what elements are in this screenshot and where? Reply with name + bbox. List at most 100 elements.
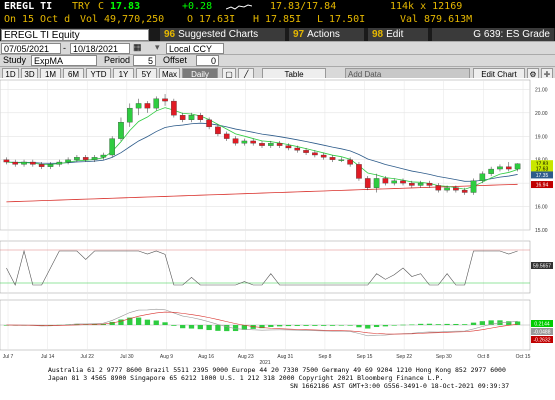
x-tick-label: Oct 15 [516, 354, 531, 360]
macd-line [6, 308, 518, 337]
macd-histogram-bar [135, 317, 142, 325]
macd-histogram-bar [268, 325, 274, 327]
macd-histogram-bar [373, 325, 380, 328]
open-label: O [187, 14, 194, 25]
macd-histogram-bar [391, 325, 397, 326]
oscillator-badge [531, 262, 553, 269]
end-date-input[interactable]: 10/18/2021 [70, 43, 130, 54]
low-price: 17.50I [329, 14, 366, 25]
macd-histogram-bar [74, 323, 80, 325]
x-tick-label: Jul 14 [41, 354, 55, 360]
actions-label: Actions [307, 29, 340, 40]
candle-body [514, 163, 521, 170]
candle-body [453, 187, 459, 191]
candle-body [21, 161, 27, 165]
val-label: Val [400, 14, 419, 25]
candle-body [356, 164, 362, 179]
candle-body [479, 173, 486, 181]
ticker-symbol: EREGL TI [4, 1, 53, 12]
period-label: Period [104, 55, 131, 65]
macd-badge [531, 320, 553, 327]
x-tick-label: Aug 9 [160, 354, 173, 360]
macd-histogram-bar [479, 321, 485, 325]
start-date-input[interactable]: 07/05/2021 [1, 43, 61, 54]
price-badge-label: 16.94 [536, 183, 549, 189]
macd-histogram-bar [356, 325, 362, 328]
candle-body [171, 100, 177, 116]
footer-line-2: Japan 81 3 4565 8900 Singapore 65 6212 1… [48, 374, 444, 382]
candlesticks [3, 94, 521, 195]
x-tick-label: Aug 23 [238, 354, 254, 360]
oscillator-series [6, 249, 518, 286]
candle-body [444, 187, 450, 191]
x-tick-label: Oct 8 [477, 354, 489, 360]
currency-select[interactable]: Local CCY [166, 43, 224, 54]
suggested-charts-button[interactable]: 96 Suggested Charts [160, 28, 285, 41]
quote-date: 15 Oct d [22, 14, 71, 25]
macd-histogram-bar [409, 324, 415, 326]
price-change: +0.28 [182, 1, 213, 12]
candle-body [497, 166, 503, 170]
x-tick-label: Sep 22 [396, 354, 412, 360]
macd-histogram-bar [241, 325, 248, 330]
study-select[interactable]: ExpMA [31, 55, 97, 66]
candle-body [382, 178, 389, 184]
period-input[interactable]: 5 [133, 55, 156, 66]
ticker-currency: TRY [72, 1, 91, 12]
x-tick-label: Aug 31 [277, 354, 293, 360]
candle-body [259, 143, 265, 146]
candle-body [3, 159, 10, 163]
actions-button[interactable]: 97 Actions [289, 28, 364, 41]
macd-histogram-bar [188, 325, 195, 329]
chart-id: G 639: ES Grade [432, 28, 554, 41]
candle-body [276, 143, 283, 146]
suggested-charts-number: 96 [164, 29, 176, 40]
edit-number: 98 [372, 29, 384, 40]
candle-body [435, 185, 442, 191]
candle-body [312, 152, 318, 156]
x-tick-label: Sep 8 [318, 354, 331, 360]
period-dropdown-icon[interactable]: ▾ [155, 42, 160, 52]
macd-histogram-bar [144, 319, 151, 325]
price-badge-label: 17.83 [536, 162, 549, 168]
ticker-bar: EREGL TI TRY C 17.83 +0.28 17.83/17.84 1… [0, 0, 555, 28]
signal-line [6, 311, 518, 335]
suggested-charts-label: Suggested Charts [178, 29, 259, 40]
candle-body [461, 190, 468, 193]
candle-body [12, 161, 19, 165]
calendar-icon[interactable]: ▦ [133, 42, 142, 52]
function-toolbar: EREGL TI Equity 96 Suggested Charts 97 Act… [0, 28, 555, 42]
candle-body [30, 161, 36, 165]
candle-body [206, 119, 212, 128]
price-badge-label: 17.35 [536, 173, 549, 179]
macd-histogram-bar [162, 322, 168, 325]
offset-input[interactable]: 0 [196, 55, 219, 66]
candle-body [470, 180, 477, 193]
security-input[interactable]: EREGL TI Equity [1, 29, 149, 41]
candle-body [82, 157, 89, 160]
candle-body [144, 103, 151, 109]
x-tick-label: Sep 30 [436, 354, 452, 360]
bid-ask: 17.83/17.84 [270, 1, 337, 12]
oscillator-line [0, 249, 530, 286]
oscillator-badge-label: 59.5657 [533, 264, 551, 270]
candle-body [56, 161, 63, 165]
candle-body [162, 98, 168, 102]
candle-body [250, 140, 256, 144]
macd-histogram-bar [453, 323, 459, 325]
price-badge [531, 181, 553, 189]
macd-histogram-bar [506, 321, 512, 325]
candle-body [426, 182, 433, 186]
date-axis: Jul 7 Jul 14 Jul 22 Jul 30 Aug 9 Aug 16 Aug 23… [3, 354, 531, 360]
vol-label: Vol [80, 14, 99, 25]
y-tick-label: 15.00 [535, 228, 548, 234]
candle-body [241, 140, 248, 144]
macd-histogram-bar [232, 325, 239, 332]
macd-histogram-bar [444, 323, 450, 325]
edit-button[interactable]: 98 Edit [368, 28, 428, 41]
candle-body [179, 115, 186, 120]
candle-body [409, 182, 415, 186]
macd-histogram-bar [100, 323, 106, 325]
macd-histogram [0, 308, 530, 337]
